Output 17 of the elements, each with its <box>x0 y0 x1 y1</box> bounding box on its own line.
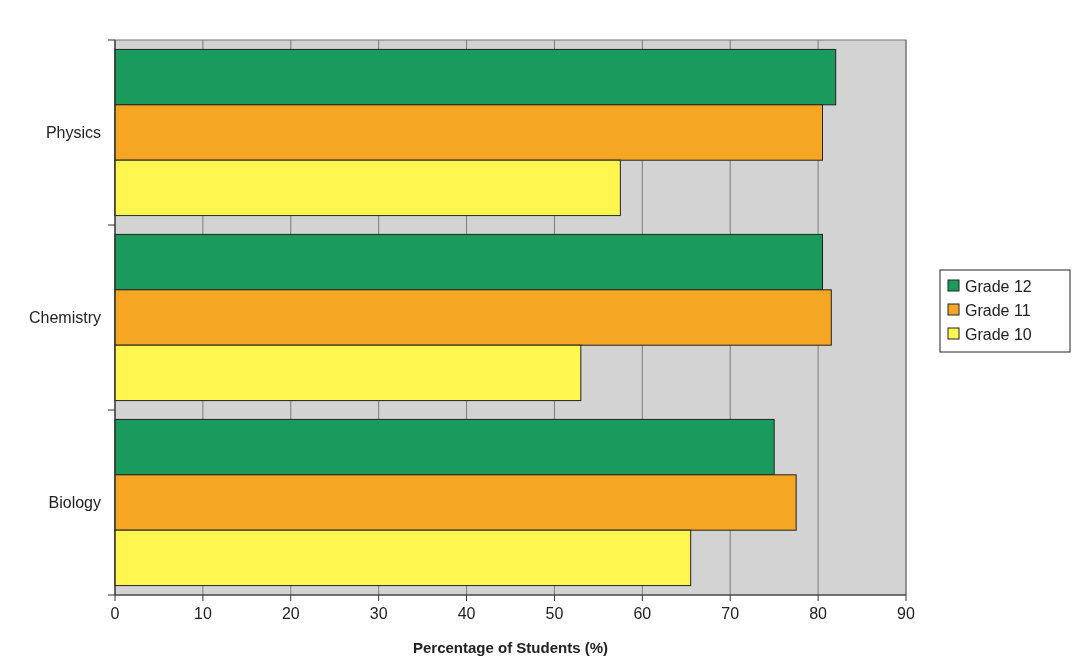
x-tick-label: 10 <box>193 605 212 622</box>
legend-label: Grade 12 <box>965 277 1032 295</box>
x-tick-label: 90 <box>897 605 915 622</box>
y-tick-label: Biology <box>48 494 101 512</box>
x-tick-label: 50 <box>545 605 564 622</box>
x-tick-label: 0 <box>110 605 120 622</box>
legend-label: Grade 10 <box>965 325 1032 343</box>
x-tick-label: 40 <box>457 605 476 622</box>
legend-label: Grade 11 <box>965 301 1031 319</box>
x-tick-label: 60 <box>633 605 652 622</box>
y-tick-label: Chemistry <box>28 309 101 327</box>
x-tick-label: 70 <box>721 605 740 622</box>
x-tick-label: 30 <box>369 605 388 622</box>
x-tick-label: 20 <box>281 605 300 622</box>
y-tick-label: Physics <box>45 124 101 142</box>
x-axis-title: Percentage of Students (%) <box>412 639 609 656</box>
x-tick-label: 80 <box>809 605 828 622</box>
